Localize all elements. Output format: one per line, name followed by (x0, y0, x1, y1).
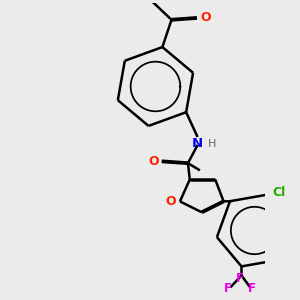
Text: H: H (208, 139, 217, 149)
Text: F: F (236, 272, 244, 285)
Text: O: O (200, 11, 211, 24)
Text: Cl: Cl (272, 186, 285, 199)
Text: F: F (248, 282, 256, 295)
Text: O: O (165, 195, 175, 208)
Text: O: O (148, 155, 159, 168)
Text: F: F (224, 282, 232, 295)
Text: N: N (192, 137, 203, 150)
